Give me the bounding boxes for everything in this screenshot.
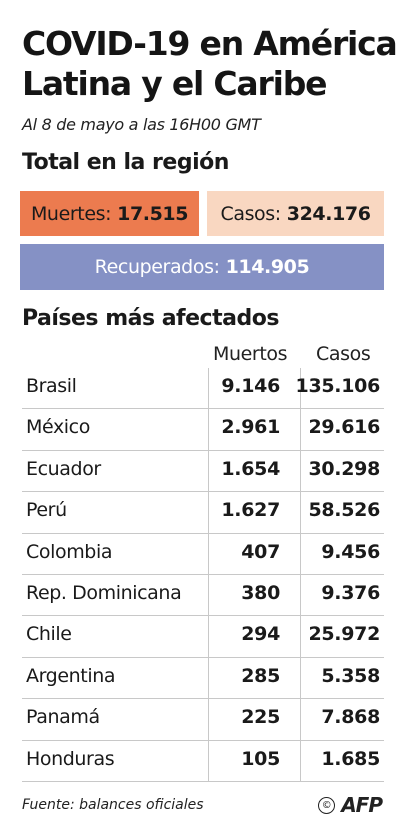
cases-value: 5.358 [321, 664, 380, 687]
deaths-total-box: Muertes: 17.515 [20, 191, 199, 236]
cases-value: 58.526 [308, 499, 380, 522]
deaths-value: 285 [241, 664, 280, 687]
table-row: Rep. Dominicana 380 9.376 [22, 575, 384, 617]
recovered-total-label: Recuperados: [94, 256, 220, 278]
recovered-total-value: 114.905 [225, 256, 310, 278]
cases-total-label: Casos: [220, 202, 281, 225]
cases-value: 25.972 [308, 623, 380, 646]
source-note: Fuente: balances oficiales [22, 797, 204, 813]
copyright-icon: © [318, 796, 336, 814]
cases-value: 1.685 [321, 747, 380, 770]
date-subtitle: Al 8 de mayo a las 16H00 GMT [22, 115, 261, 134]
country-name: Honduras [26, 747, 115, 770]
cases-value: 9.376 [321, 581, 380, 604]
deaths-value: 105 [241, 747, 280, 770]
deaths-value: 9.146 [221, 375, 280, 397]
country-name: Perú [26, 499, 67, 522]
country-name: Argentina [26, 664, 116, 687]
region-heading: Total en la región [22, 150, 229, 175]
countries-heading: Países más afectados [22, 306, 279, 331]
cases-value: 30.298 [308, 457, 380, 480]
table-row: Panamá 225 7.868 [22, 699, 384, 741]
table-row: Argentina 285 5.358 [22, 658, 384, 700]
country-name: Colombia [26, 540, 113, 563]
cases-value: 9.456 [321, 540, 380, 563]
deaths-value: 407 [241, 540, 280, 563]
country-name: Rep. Dominicana [26, 581, 182, 604]
deaths-value: 294 [241, 623, 280, 646]
countries-table: Brasil 9.146 135.106 México 2.961 29.616 Ecuad… [22, 368, 384, 782]
cases-total-value: 324.176 [286, 202, 371, 225]
cases-value: 7.868 [321, 706, 380, 729]
country-name: Chile [26, 623, 72, 646]
cases-value: 29.616 [308, 416, 380, 439]
table-row: México 2.961 29.616 [22, 409, 384, 451]
column-header-cases: Casos [316, 343, 371, 365]
table-row: Colombia 407 9.456 [22, 534, 384, 575]
column-divider [208, 368, 209, 782]
table-row: Ecuador 1.654 30.298 [22, 451, 384, 493]
deaths-value: 2.961 [221, 416, 280, 439]
afp-credit: © AFP [318, 793, 383, 817]
table-row: Brasil 9.146 135.106 [22, 368, 384, 410]
country-name: México [26, 416, 90, 439]
deaths-value: 1.654 [221, 457, 280, 480]
table-row: Perú 1.627 58.526 [22, 492, 384, 534]
table-row: Honduras 105 1.685 [22, 741, 384, 782]
deaths-value: 225 [241, 706, 280, 729]
deaths-total-value: 17.515 [117, 202, 189, 225]
title-line-2: Latina y el Caribe [22, 64, 327, 103]
recovered-total-box: Recuperados: 114.905 [20, 244, 384, 290]
country-name: Panamá [26, 706, 100, 729]
afp-logo: AFP [341, 793, 383, 817]
deaths-value: 380 [241, 581, 280, 604]
country-name: Ecuador [26, 457, 101, 480]
table-row: Chile 294 25.972 [22, 616, 384, 658]
column-header-deaths: Muertos [213, 343, 288, 365]
title-line-1: COVID-19 en América [22, 24, 398, 63]
deaths-value: 1.627 [221, 499, 280, 522]
country-name: Brasil [26, 375, 77, 397]
column-divider [300, 368, 301, 782]
cases-total-box: Casos: 324.176 [207, 191, 384, 236]
cases-value: 135.106 [295, 375, 381, 397]
deaths-total-label: Muertes: [30, 202, 112, 225]
page-title: COVID-19 en América Latina y el Caribe [22, 24, 398, 104]
